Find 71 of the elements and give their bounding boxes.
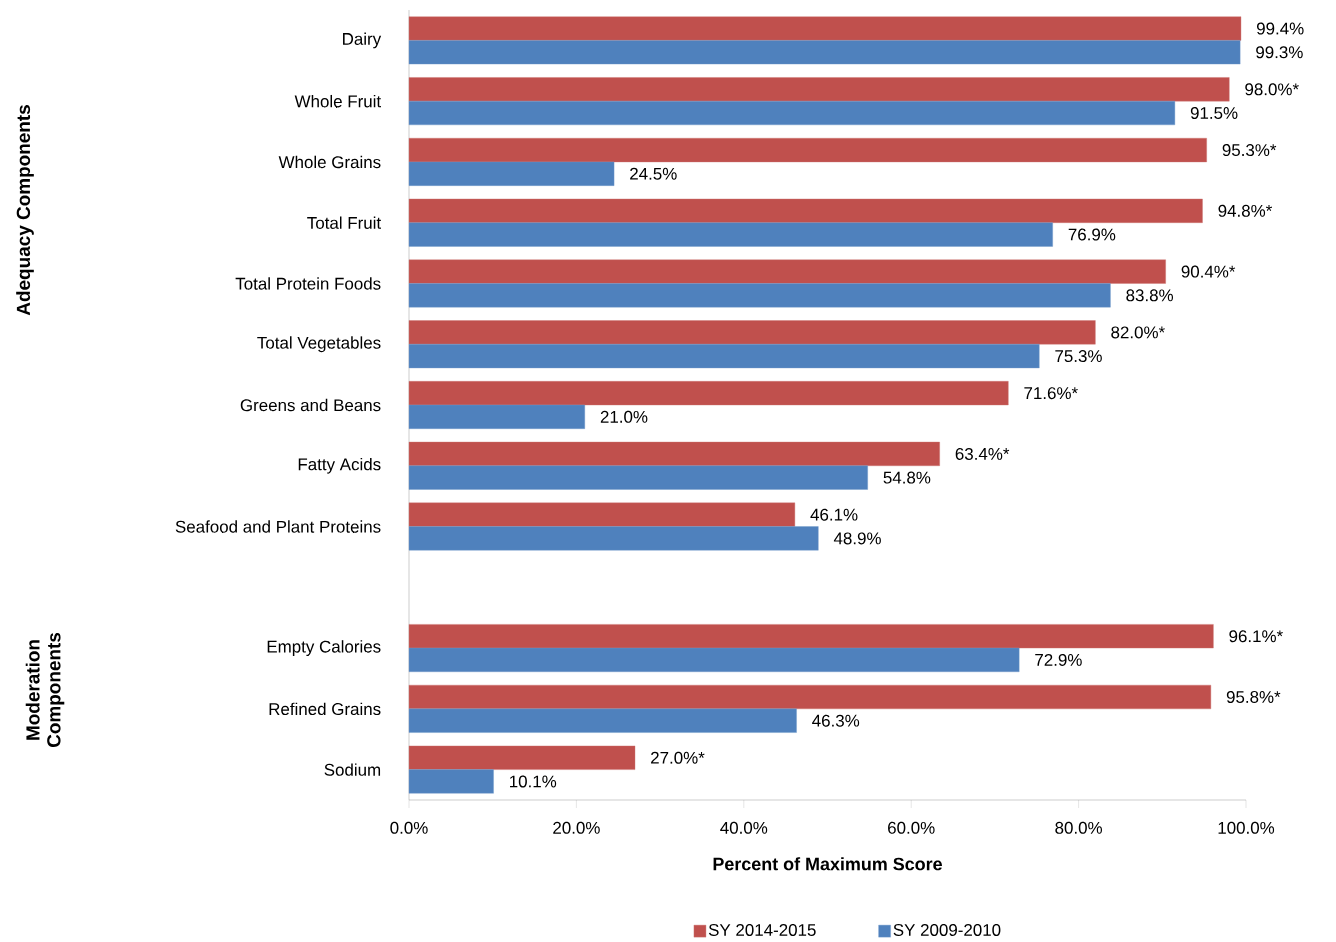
data-label: 96.1%* [1229,630,1283,643]
data-label: 82.0%* [1111,326,1165,339]
x-tick-label: 40.0% [720,821,768,834]
data-label: 99.4% [1256,22,1304,35]
bar [408,380,1009,406]
x-axis-title: Percent of Maximum Score [713,857,942,871]
data-label: 24.5% [630,167,677,180]
x-tick-label: 20.0% [553,821,600,834]
legend-label: SY 2014-2015 [708,923,816,936]
data-label: 48.9% [833,532,881,545]
bar [408,502,796,527]
data-label: 98.0%* [1245,83,1299,96]
legend-label: SY 2009-2010 [893,923,1001,936]
bar [408,100,1176,125]
bar [408,283,1111,308]
y-tick-label: Dairy [343,32,382,49]
bar [408,404,585,429]
y-tick-label: Sodium [324,763,381,776]
bar [408,708,797,733]
y-tick-label: Whole Fruit [294,94,382,108]
bar [408,343,1040,368]
bar [408,40,1241,65]
x-tick-label: 60.0% [888,821,935,834]
data-label: 94.8%* [1218,204,1273,217]
bar [408,320,1096,345]
data-label: 10.1% [510,775,557,788]
x-tick-label: 100.0% [1218,821,1275,834]
y-tick-label: Total Vegetables [257,336,381,352]
data-label: 54.8% [883,471,931,484]
bar [408,465,868,490]
text: Adequacy Components [16,104,34,316]
data-label: 46.1% [810,508,858,521]
bar [408,684,1212,709]
data-label: 75.3% [1055,349,1102,362]
y-tick-label: Refined Grains [269,702,381,715]
bar [408,137,1207,162]
data-label: 83.8% [1126,289,1174,302]
y-tick-label: Fatty Acids [298,457,381,474]
data-label: 99.3% [1256,46,1303,59]
y-tick-label: Greens and Beans [240,398,381,412]
y-tick-label: Empty Calories [267,640,381,656]
x-tick-label: 0.0% [390,821,428,834]
data-label: 91.5% [1190,106,1238,119]
bar [408,624,1214,649]
data-label: 71.6%* [1024,387,1078,400]
bar [408,441,940,466]
y-tick-label: Whole Grains [278,155,381,169]
bar [408,647,1020,672]
bar [408,259,1166,284]
data-label: 95.8%* [1226,690,1281,703]
bar [408,198,1203,223]
bar [408,222,1053,247]
data-label: 90.4%* [1181,265,1236,278]
bar [408,161,615,186]
y-tick-label: Seafood and Plant Proteins [175,520,381,533]
text: Moderation Components [25,632,65,747]
data-label: 63.4%* [955,447,1010,460]
bar [408,16,1242,41]
x-tick-label: 80.0% [1055,821,1102,834]
data-label: 27.0%* [651,751,705,764]
bar [408,769,494,794]
y-tick-label: Total Fruit [307,216,382,229]
data-label: 46.3% [812,714,860,727]
data-label: 72.9% [1035,653,1082,666]
y-tick-label: Total Protein Foods [235,277,381,290]
bar [408,526,819,551]
bar [408,745,636,770]
data-label: 95.3%* [1222,143,1277,156]
data-label: 21.0% [600,410,648,423]
data-label: 76.9% [1068,228,1116,241]
bar [408,77,1230,102]
